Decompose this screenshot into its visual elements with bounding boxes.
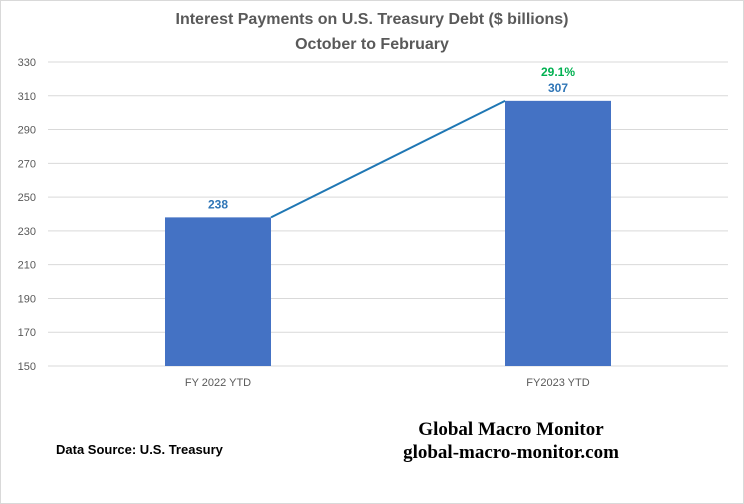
percent-change-label: 29.1% [541,65,575,79]
brand-name: Global Macro Monitor [418,419,604,440]
y-tick-label: 250 [18,192,36,204]
bar [505,100,611,366]
chart-title: Interest Payments on U.S. Treasury Debt … [175,11,569,28]
x-category-label: FY2023 YTD [526,377,589,389]
chart-subtitle: October to February [295,36,449,53]
data-label: 238 [208,197,228,211]
y-tick-label: 330 [18,57,36,69]
data-label: 307 [548,81,568,95]
brand-url: global-macro-monitor.com [403,442,619,463]
bar [165,217,271,366]
x-category-label: FY 2022 YTD [185,377,251,389]
y-tick-label: 190 [18,293,36,305]
y-tick-label: 210 [18,260,36,272]
data-source-note: Data Source: U.S. Treasury [56,442,223,457]
y-tick-label: 150 [18,361,36,373]
y-tick-label: 230 [18,226,36,238]
y-tick-label: 290 [18,125,36,137]
y-tick-label: 270 [18,158,36,170]
y-tick-label: 310 [18,91,36,103]
y-tick-label: 170 [18,327,36,339]
connector-line [270,99,506,219]
